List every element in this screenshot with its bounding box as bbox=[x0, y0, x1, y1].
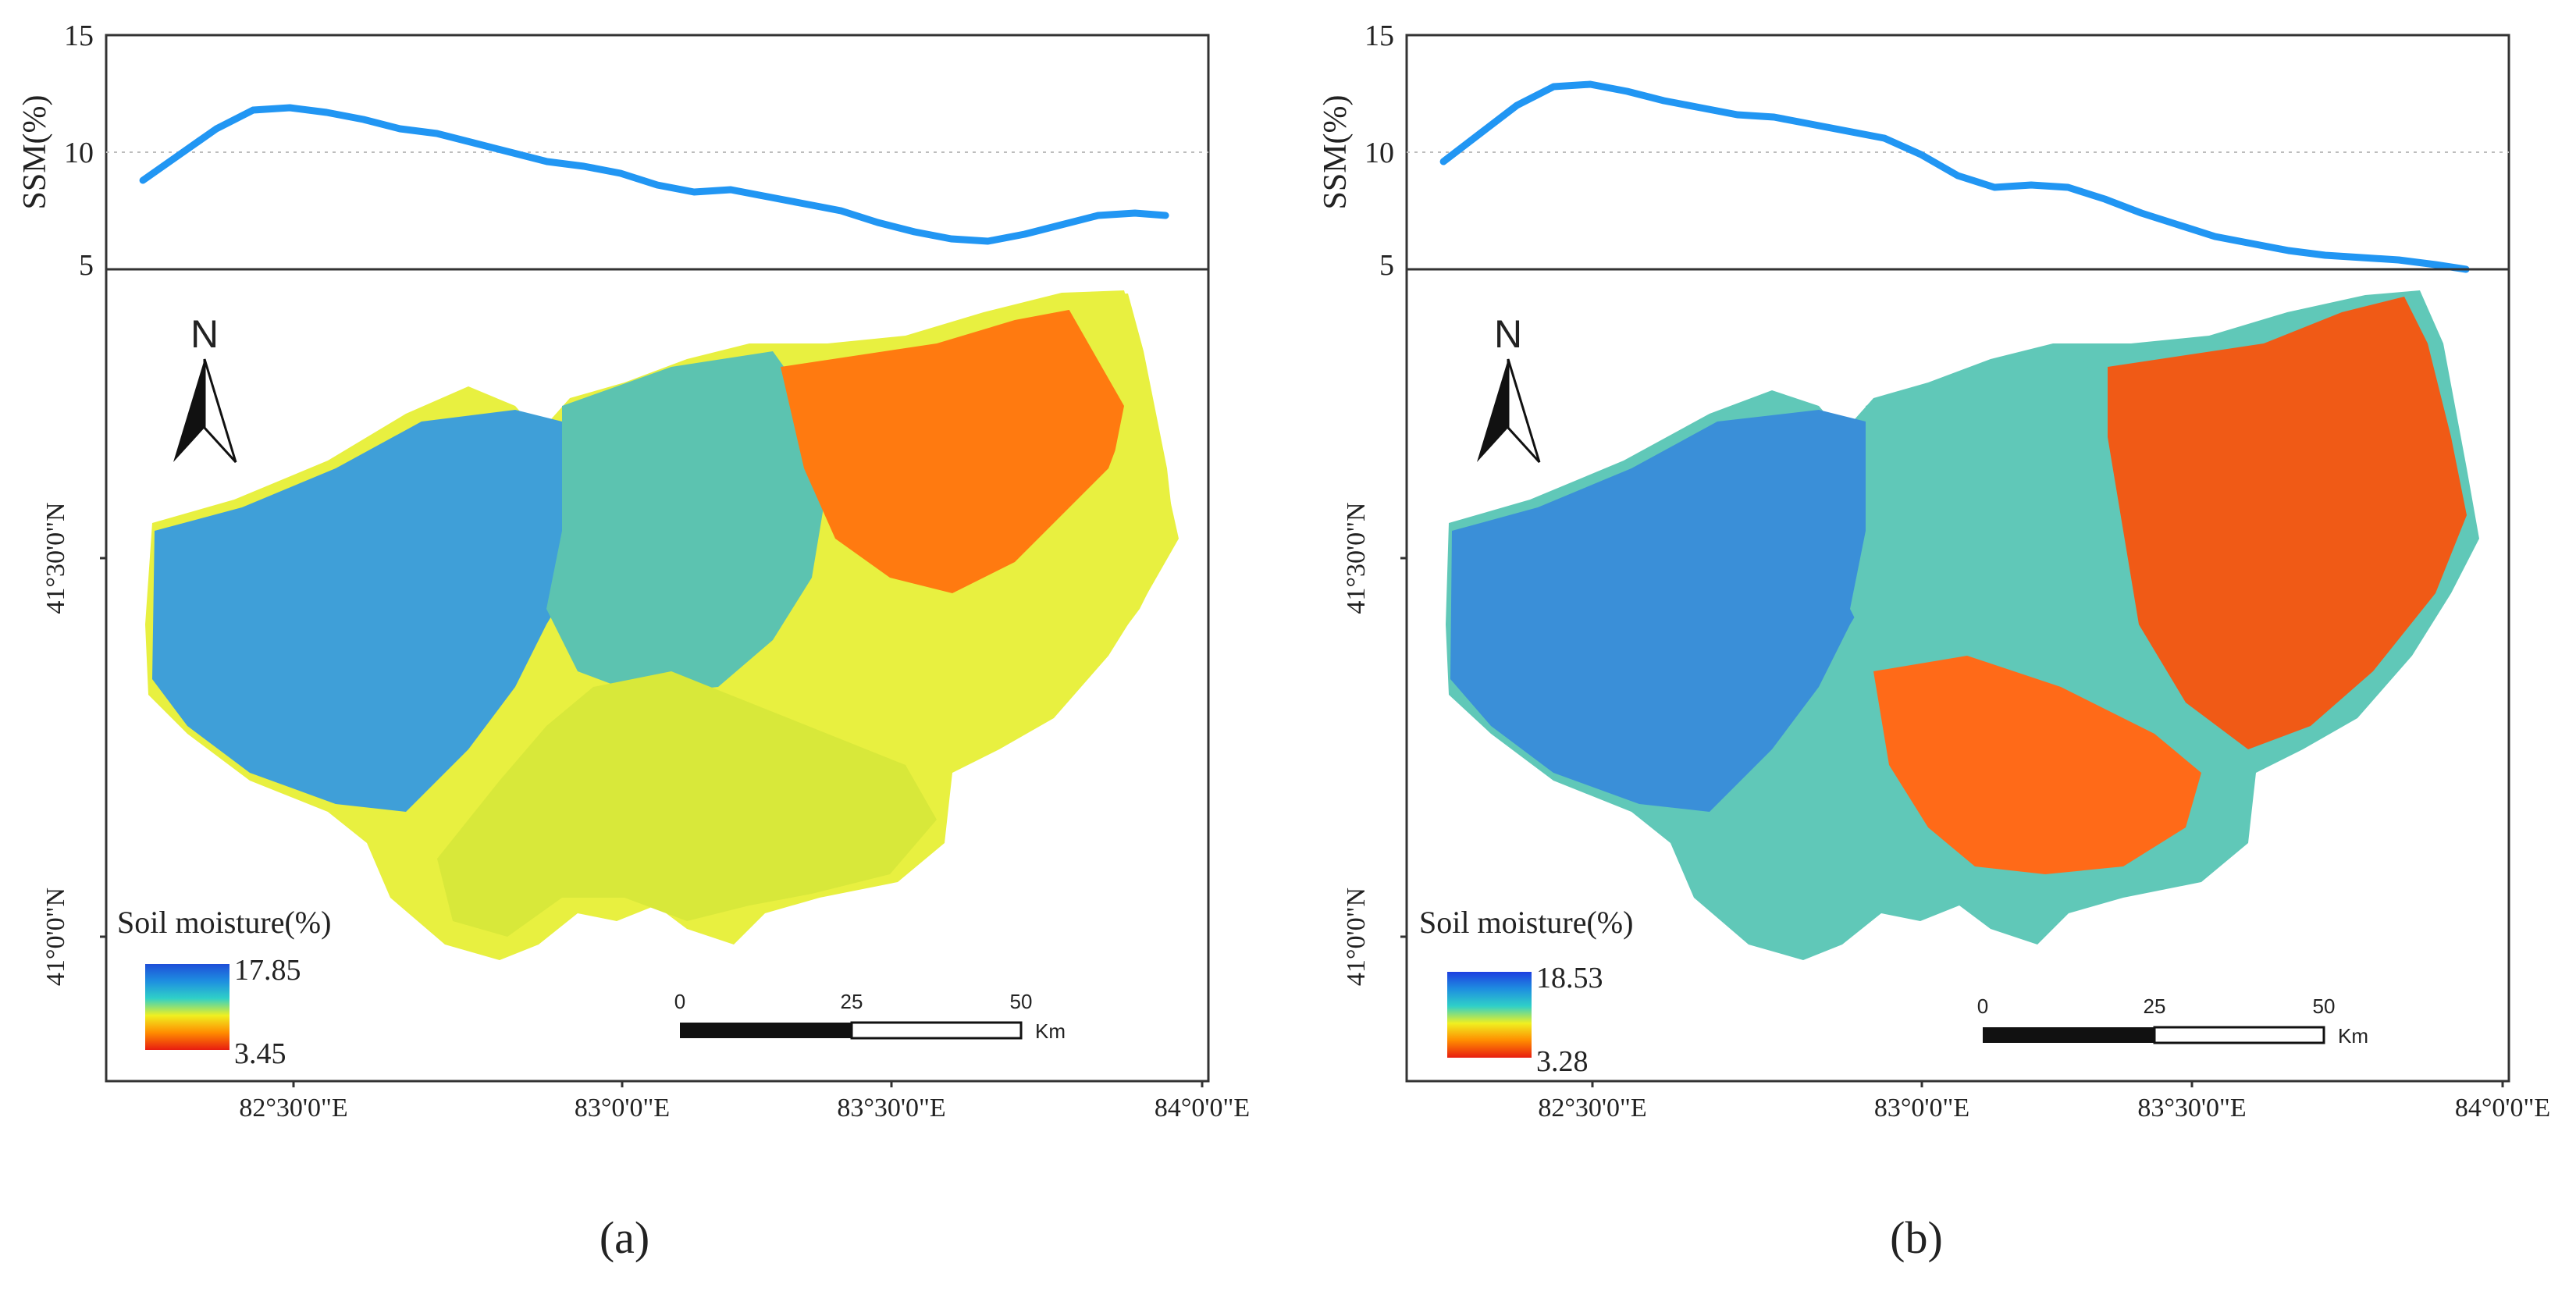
longitude-label: 84°0'0"E bbox=[2455, 1094, 2550, 1122]
scale-tick-label: 50 bbox=[2313, 994, 2336, 1018]
scale-segment-dark bbox=[1983, 1027, 2154, 1043]
y-tick-label: 15 bbox=[64, 20, 94, 52]
y-tick-label: 5 bbox=[1379, 249, 1394, 282]
zone-west bbox=[1450, 410, 1912, 812]
legend-title: Soil moisture(%) bbox=[117, 905, 331, 940]
legend-min: 3.28 bbox=[1536, 1045, 1589, 1078]
legend-colorbar bbox=[145, 964, 229, 1050]
scale-tick-label: 50 bbox=[1010, 990, 1033, 1013]
zone-west bbox=[152, 410, 609, 812]
y-tick-label: 10 bbox=[64, 137, 94, 169]
panel-caption: (a) bbox=[600, 1212, 649, 1263]
north-arrow-icon bbox=[1507, 358, 1541, 464]
north-arrow: N bbox=[1477, 312, 1541, 464]
latitude-label: 41°0'0"N bbox=[41, 888, 70, 986]
soil-moisture-map bbox=[145, 290, 1179, 960]
scale-tick-label: 25 bbox=[2144, 994, 2166, 1018]
legend-title: Soil moisture(%) bbox=[1419, 905, 1633, 940]
scale-tick-label: 0 bbox=[1977, 994, 1988, 1018]
north-label: N bbox=[1494, 312, 1522, 356]
scale-tick-label: 0 bbox=[674, 990, 685, 1013]
scale-segment-light bbox=[2153, 1026, 2325, 1044]
longitude-label: 82°30'0"E bbox=[239, 1094, 347, 1122]
y-axis-label: SSM(%) bbox=[17, 94, 53, 209]
legend-max: 17.85 bbox=[234, 954, 301, 987]
latitude-label: 41°30'0"N bbox=[1342, 502, 1371, 614]
north-label: N bbox=[190, 312, 219, 356]
latitude-label: 41°30'0"N bbox=[41, 502, 70, 614]
zone-east bbox=[2108, 297, 2467, 749]
ssm-profile-line bbox=[1439, 80, 2470, 273]
latitude-label: 41°0'0"N bbox=[1342, 888, 1371, 986]
longitude-label: 83°30'0"E bbox=[837, 1094, 945, 1122]
legend-colorbar bbox=[1447, 972, 1532, 1058]
legend: Soil moisture(%) 18.53 3.28 bbox=[1419, 905, 1633, 1078]
scale-bar: 0 25 50 Km bbox=[1977, 994, 2368, 1048]
north-arrow: N bbox=[173, 312, 237, 464]
y-tick-label: 5 bbox=[79, 249, 94, 282]
zone-south bbox=[1873, 656, 2201, 874]
zone-center bbox=[1850, 351, 2131, 695]
scale-bar: 0 25 50 Km bbox=[674, 990, 1066, 1043]
scale-tick-label: 25 bbox=[841, 990, 863, 1013]
zone-south bbox=[437, 671, 937, 937]
scale-segment-light bbox=[850, 1021, 1023, 1040]
north-arrow-icon bbox=[1477, 359, 1508, 462]
zone-center bbox=[546, 351, 827, 695]
ssm-profile-line bbox=[139, 104, 1169, 245]
north-arrow-icon bbox=[173, 359, 205, 462]
y-tick-label: 15 bbox=[1364, 20, 1394, 52]
scale-unit: Km bbox=[2338, 1024, 2368, 1048]
zone-east bbox=[781, 308, 1132, 593]
longitude-label: 82°30'0"E bbox=[1538, 1094, 1646, 1122]
longitude-label: 83°0'0"E bbox=[1874, 1094, 1969, 1122]
panel-a: 15 10 5 SSM(%) N 41°30'0"N 41°0'0"N 82°3… bbox=[17, 20, 1250, 1263]
scale-unit: Km bbox=[1035, 1019, 1066, 1043]
map-frame bbox=[1405, 268, 2510, 1083]
panel-caption: (b) bbox=[1890, 1212, 1943, 1263]
north-arrow-icon bbox=[203, 358, 237, 464]
zone-edge bbox=[937, 294, 1175, 757]
map-frame bbox=[105, 268, 1210, 1083]
longitude-label: 83°0'0"E bbox=[575, 1094, 670, 1122]
panel-b: 15 10 5 SSM(%) N 41°30'0"N 41°0'0"N 82°3… bbox=[1318, 20, 2550, 1263]
longitude-label: 83°30'0"E bbox=[2137, 1094, 2246, 1122]
scale-segment-dark bbox=[680, 1023, 852, 1038]
y-tick-label: 10 bbox=[1364, 137, 1394, 169]
longitude-label: 84°0'0"E bbox=[1155, 1094, 1250, 1122]
legend: Soil moisture(%) 17.85 3.45 bbox=[117, 905, 331, 1070]
legend-max: 18.53 bbox=[1536, 962, 1603, 994]
legend-min: 3.45 bbox=[234, 1037, 286, 1070]
y-axis-label: SSM(%) bbox=[1318, 94, 1354, 209]
soil-moisture-map bbox=[1446, 290, 2479, 960]
